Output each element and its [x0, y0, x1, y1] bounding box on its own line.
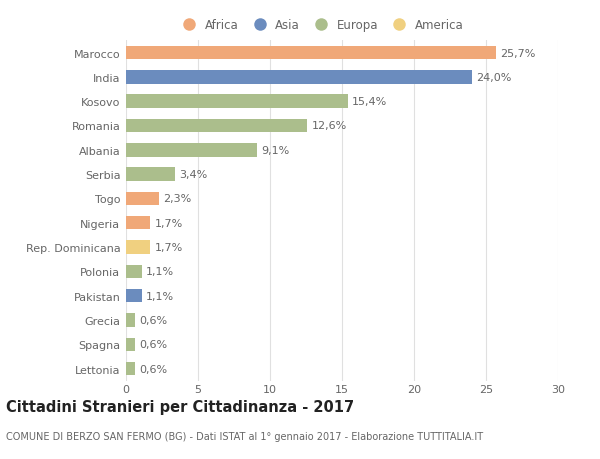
Bar	[126, 119, 307, 133]
Text: 0,6%: 0,6%	[139, 364, 167, 374]
Text: 12,6%: 12,6%	[312, 121, 347, 131]
Bar	[126, 338, 134, 351]
Text: 15,4%: 15,4%	[352, 97, 388, 107]
Text: 9,1%: 9,1%	[262, 146, 290, 156]
Bar	[126, 313, 134, 327]
Text: 0,6%: 0,6%	[139, 315, 167, 325]
Bar	[126, 144, 257, 157]
Bar	[126, 168, 175, 181]
Legend: Africa, Asia, Europa, America: Africa, Asia, Europa, America	[178, 19, 463, 32]
Text: Cittadini Stranieri per Cittadinanza - 2017: Cittadini Stranieri per Cittadinanza - 2…	[6, 399, 354, 414]
Text: 3,4%: 3,4%	[179, 170, 208, 180]
Bar	[126, 71, 472, 84]
Text: 1,7%: 1,7%	[155, 242, 183, 252]
Text: 1,7%: 1,7%	[155, 218, 183, 228]
Text: 1,1%: 1,1%	[146, 267, 174, 277]
Text: 1,1%: 1,1%	[146, 291, 174, 301]
Bar	[126, 289, 142, 303]
Text: 2,3%: 2,3%	[163, 194, 191, 204]
Bar	[126, 362, 134, 375]
Text: COMUNE DI BERZO SAN FERMO (BG) - Dati ISTAT al 1° gennaio 2017 - Elaborazione TU: COMUNE DI BERZO SAN FERMO (BG) - Dati IS…	[6, 431, 483, 442]
Text: 25,7%: 25,7%	[500, 49, 536, 58]
Bar	[126, 95, 348, 109]
Bar	[126, 217, 151, 230]
Bar	[126, 265, 142, 279]
Bar	[126, 192, 159, 206]
Text: 0,6%: 0,6%	[139, 340, 167, 350]
Text: 24,0%: 24,0%	[476, 73, 511, 83]
Bar	[126, 241, 151, 254]
Bar	[126, 47, 496, 60]
